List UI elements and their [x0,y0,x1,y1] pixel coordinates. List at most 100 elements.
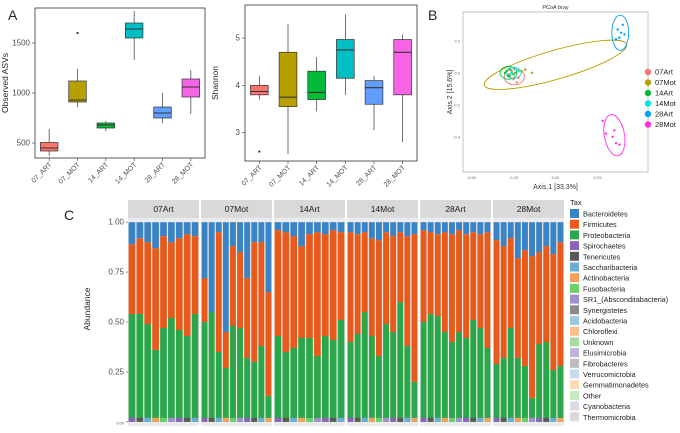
bar-segment [314,232,321,356]
legend-label: Spirochaetes [583,242,626,251]
legend-marker [644,121,652,128]
bar-segment [136,238,144,315]
data-point [513,68,517,71]
bar-segment [298,246,305,338]
legend-label: 07Art [655,68,674,77]
bar-segment [361,312,368,422]
bar-segment [376,240,382,356]
legend-label: 28Art [655,110,674,119]
bar-segment [222,417,229,422]
legend-swatch [570,369,579,379]
x-tick-label: 07_ART [241,164,265,188]
data-point [604,132,608,135]
bar-segment [244,222,251,279]
bar-segment [441,417,448,422]
bar-segment [265,395,272,422]
bar-segment [441,232,448,332]
bar-segment [251,222,258,243]
y-tick-label: -0.4 [453,134,461,139]
legend-label: Actinobacteria [583,274,630,283]
bar-segment [470,320,477,422]
bar-segment [477,222,484,235]
legend-swatch [570,241,579,251]
data-point [515,81,519,84]
bar-segment [208,312,215,422]
data-point [512,73,515,76]
bar-segment [477,417,484,422]
x-tick-label: 07_MOT [58,161,83,186]
x-tick-label: 28_MOT [171,161,196,186]
facet-label: 14Mot [371,204,395,214]
data-point [619,31,623,34]
data-point [524,68,527,71]
bar-segment [347,232,354,342]
legend-label: Bacteroidetes [583,210,628,219]
panel-letter-a: A [8,7,18,23]
legend-label: Firmicutes [583,220,617,229]
legend-swatch [570,401,579,411]
legend-label: Chloroflexi [583,327,618,336]
legend-swatch [570,262,579,272]
data-point [614,142,618,145]
bar-segment [507,222,514,239]
bar-segment [470,222,477,233]
bar-segment [201,417,208,422]
legend-swatch [570,390,579,400]
data-point [517,76,520,79]
bar-segment [168,318,175,422]
bar-segment [500,222,507,247]
y-axis-title: Axis.2 [15.6%] [447,70,454,115]
bar-segment [175,238,183,330]
box-body [125,22,144,39]
legend-swatch [570,316,579,325]
bar-segment [215,232,222,352]
bar-segment [183,335,191,422]
bar-segment [274,335,282,422]
box-outlier [258,150,261,153]
bar-segment [529,397,535,422]
y-tick-label: 3 [236,128,241,137]
data-point [616,28,619,31]
bar-segment [477,327,484,422]
facet-label: 14Art [299,204,320,214]
bar-segment [321,335,329,422]
legend-marker [644,110,652,118]
box-body [393,39,412,96]
bar-segment [354,333,361,422]
bar-segment [152,417,159,422]
plot-panel [244,4,418,162]
legend-swatch [570,326,579,336]
data-point [512,78,515,81]
data-point [618,36,621,39]
x-tick-label: 07_MOT [268,164,293,189]
data-point [618,143,621,146]
bar-segment [470,417,477,422]
bar-segment [306,417,313,422]
bar-segment [183,222,191,235]
plot-panel [462,11,649,173]
bar-segment [449,234,455,342]
bar-segment [306,234,313,338]
bar-segment [420,322,427,422]
bar-segment [368,335,375,422]
bar-segment [258,242,265,346]
legend-label: 28Mot [655,120,677,129]
bar-segment [274,222,282,231]
bar-segment [160,417,167,422]
abundance-stacked-bar: Abundance 0.00 0.25 0.50 0.75 1.00 07Art 07Mot 1… [82,198,668,426]
legend-swatch [570,380,579,390]
pcoa-title: PCoA bray [542,5,569,11]
x-tick-label: 28_ART [355,164,379,188]
bar-segment [144,242,152,324]
bar-segment [208,417,215,422]
bar-segment [290,417,298,422]
facet-strip [128,200,199,218]
legend-label: Cyanobacteria [583,402,631,411]
bar-segment [493,363,500,422]
bar-segment [456,331,462,422]
bar-segment [282,417,290,422]
bar-segment [368,238,375,336]
bar-segment [543,417,550,422]
